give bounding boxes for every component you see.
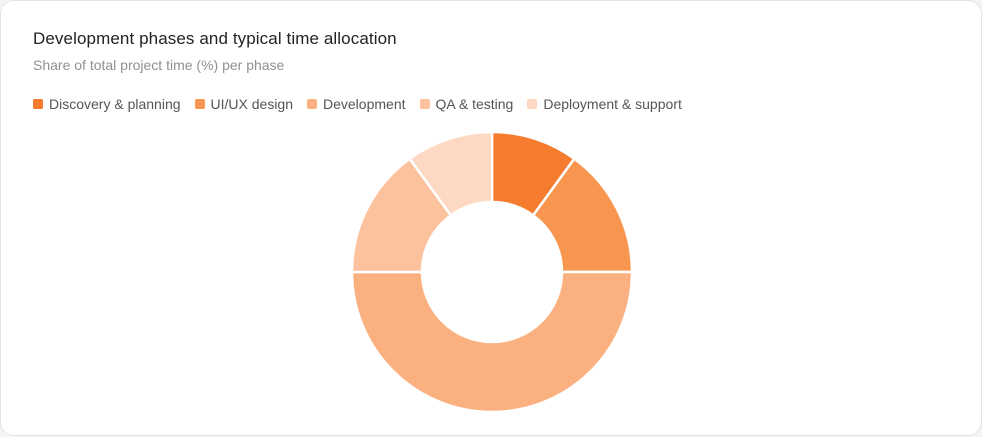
legend-swatch-icon bbox=[194, 99, 205, 109]
legend-label: Development bbox=[323, 96, 406, 112]
legend-swatch-icon bbox=[419, 99, 430, 109]
legend-item[interactable]: UI/UX design bbox=[194, 96, 293, 112]
legend-label: UI/UX design bbox=[210, 96, 293, 112]
legend-label: Discovery & planning bbox=[49, 96, 181, 112]
legend-swatch-icon bbox=[527, 99, 538, 109]
legend-swatch-icon bbox=[33, 99, 43, 109]
legend-swatch-icon bbox=[307, 99, 317, 109]
legend-item[interactable]: Discovery & planning bbox=[33, 96, 181, 112]
legend-item[interactable]: Deployment & support bbox=[527, 96, 682, 112]
donut-slice[interactable] bbox=[350, 270, 634, 414]
chart-subtitle: Share of total project time (%) per phas… bbox=[33, 57, 285, 73]
legend-label: Deployment & support bbox=[543, 96, 682, 112]
legend-item[interactable]: Development bbox=[307, 96, 406, 112]
legend-label: QA & testing bbox=[435, 96, 514, 112]
donut-slice[interactable] bbox=[407, 130, 494, 218]
legend: Discovery & planning UI/UX design Develo… bbox=[33, 96, 682, 112]
chart-title: Development phases and typical time allo… bbox=[33, 29, 397, 48]
legend-item[interactable]: QA & testing bbox=[419, 96, 514, 112]
